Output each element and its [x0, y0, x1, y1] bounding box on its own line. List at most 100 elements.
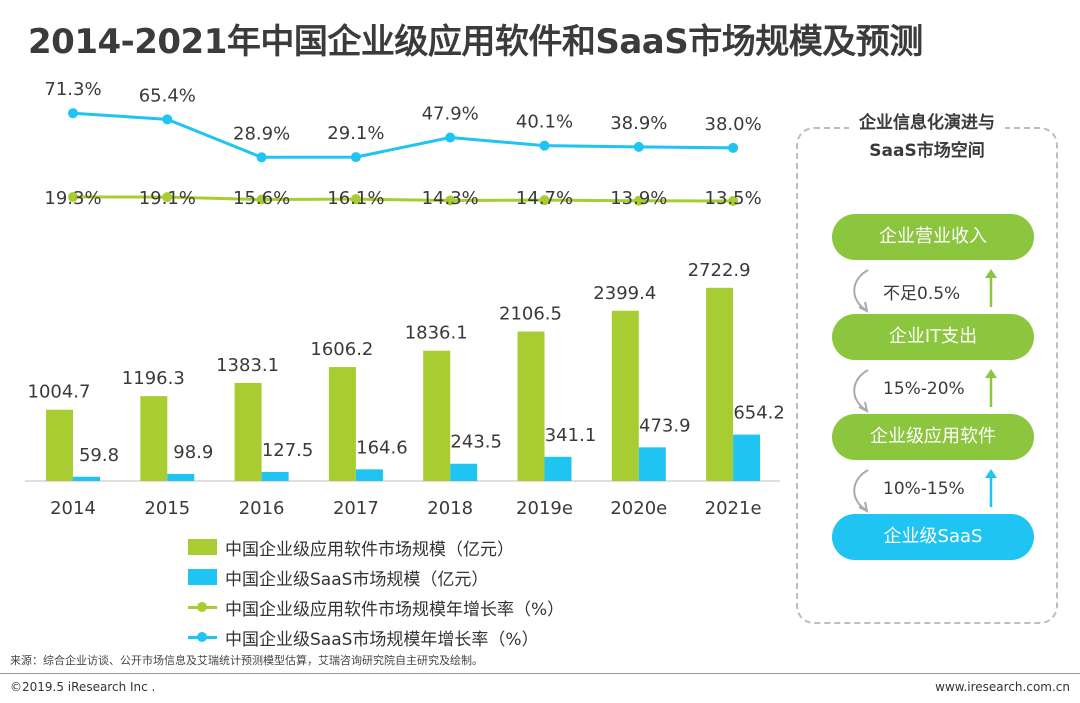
point-label-saas-growth: 38.0% — [705, 114, 762, 135]
bar-saas-market — [638, 447, 666, 481]
point-software-growth — [539, 195, 550, 206]
side-panel: 企业信息化演进与 SaaS市场空间 企业营业收入 不足0.5% 企业IT支出 1… — [796, 109, 1058, 624]
legend-swatch-blue — [188, 569, 217, 585]
legend-swatch-line-blue — [188, 629, 217, 645]
bar-software-market — [611, 310, 639, 481]
bar-label-saas-market: 98.9 — [173, 442, 213, 463]
point-label-saas-growth: 65.4% — [139, 85, 196, 106]
point-saas-growth — [162, 114, 173, 125]
point-software-growth — [728, 196, 739, 206]
point-software-growth — [633, 195, 644, 206]
ratio-it-to-revenue: 不足0.5% — [883, 284, 961, 304]
copyright: ©2019.5 iResearch Inc . — [10, 680, 156, 694]
legend-item-saas-market: 中国企业级SaaS市场规模（亿元） — [188, 562, 564, 592]
bar-label-saas-market: 243.5 — [450, 432, 502, 453]
point-software-growth — [256, 194, 267, 205]
up-arrow-icon — [985, 269, 997, 307]
legend-label: 中国企业级应用软件市场规模（亿元） — [225, 539, 514, 560]
point-software-growth — [68, 191, 78, 202]
point-saas-growth — [445, 132, 456, 143]
point-label-saas-growth: 71.3% — [44, 79, 101, 100]
point-label-software-growth: 16.1% — [327, 188, 384, 209]
curved-down-arrow-icon — [853, 469, 869, 513]
bar-label-software-market: 2722.9 — [688, 260, 751, 281]
point-label-saas-growth: 28.9% — [233, 123, 290, 144]
point-label-saas-growth: 38.9% — [610, 113, 667, 134]
bar-label-saas-market: 654.2 — [733, 403, 785, 424]
bar-software-market — [517, 331, 545, 481]
bar-software-market — [234, 382, 262, 481]
side-panel-title-line2: SaaS市场空间 — [859, 137, 995, 165]
point-label-saas-growth: 29.1% — [327, 123, 384, 144]
bar-label-software-market: 2399.4 — [593, 283, 656, 304]
line-saas-growth — [72, 111, 734, 159]
x-tick-label: 2019e — [516, 498, 573, 519]
x-tick-label: 2020e — [610, 498, 667, 519]
bar-saas-market — [355, 469, 383, 481]
point-software-growth — [162, 192, 173, 203]
level-enterprise-software: 企业级应用软件 — [832, 414, 1034, 460]
bar-saas-market — [261, 471, 289, 481]
bar-saas-market — [450, 463, 478, 481]
bar-label-saas-market: 473.9 — [639, 415, 691, 436]
bar-software-market — [46, 409, 73, 481]
point-saas-growth — [256, 152, 267, 163]
ratio-saas-to-software: 10%-15% — [883, 479, 965, 499]
bar-software-market — [328, 367, 356, 481]
bar-label-software-market: 1606.2 — [310, 339, 373, 360]
bar-label-saas-market: 59.8 — [79, 445, 119, 466]
point-saas-growth — [539, 140, 550, 151]
curved-down-arrow-icon — [853, 269, 869, 313]
point-label-software-growth: 19.1% — [139, 188, 196, 209]
bar-label-saas-market: 164.6 — [356, 437, 408, 458]
point-label-software-growth: 14.3% — [422, 188, 479, 209]
bar-saas-market — [544, 456, 572, 481]
chart-area: 1004.7 59.8 2014 1196.3 98.9 2015 1383.1 127.5 2… — [25, 79, 785, 519]
x-tick-label: 2015 — [144, 498, 190, 519]
point-label-saas-growth: 40.1% — [516, 112, 573, 133]
bar-label-software-market: 1004.7 — [28, 382, 91, 403]
x-tick-label: 2017 — [333, 498, 379, 519]
point-saas-growth — [633, 141, 644, 152]
point-label-software-growth: 19.3% — [44, 188, 101, 209]
bar-software-market — [706, 287, 734, 481]
legend-label: 中国企业级SaaS市场规模（亿元） — [225, 569, 489, 590]
curved-down-arrow-icon — [853, 369, 869, 413]
point-saas-growth — [728, 142, 739, 153]
legend-label: 中国企业级SaaS市场规模年增长率（%） — [225, 629, 539, 650]
legend-swatch-line-green — [188, 599, 217, 615]
point-saas-growth — [68, 108, 78, 119]
legend-label: 中国企业级应用软件市场规模年增长率（%） — [225, 599, 565, 620]
bar-saas-market — [73, 476, 100, 481]
up-arrow-icon — [985, 369, 997, 407]
point-software-growth — [350, 194, 361, 205]
level-revenue: 企业营业收入 — [832, 214, 1034, 260]
bar-software-market — [423, 350, 451, 481]
line-software-growth — [72, 195, 734, 203]
website-url: www.iresearch.com.cn — [935, 680, 1070, 694]
point-saas-growth — [350, 152, 361, 163]
bar-label-software-market: 1196.3 — [122, 368, 185, 389]
bar-saas-market — [733, 434, 761, 481]
level-enterprise-saas: 企业级SaaS — [832, 514, 1034, 560]
bar-label-saas-market: 341.1 — [545, 425, 597, 446]
x-tick-label: 2016 — [239, 498, 285, 519]
up-arrow-icon — [985, 469, 997, 507]
side-panel-title-line1: 企业信息化演进与 — [849, 109, 1005, 137]
point-software-growth — [445, 195, 456, 206]
legend-item-saas-growth: 中国企业级SaaS市场规模年增长率（%） — [188, 622, 564, 652]
bar-label-software-market: 2106.5 — [499, 304, 562, 325]
ratio-software-to-it: 15%-20% — [883, 379, 965, 399]
bar-software-market — [140, 396, 168, 481]
legend-item-software-growth: 中国企业级应用软件市场规模年增长率（%） — [188, 592, 564, 622]
x-tick-label: 2021e — [705, 498, 762, 519]
x-tick-label: 2018 — [427, 498, 473, 519]
bar-saas-market — [167, 473, 195, 481]
point-label-saas-growth: 47.9% — [422, 104, 479, 125]
legend-item-software-market: 中国企业级应用软件市场规模（亿元） — [188, 532, 564, 562]
side-panel-title: 企业信息化演进与 SaaS市场空间 — [798, 109, 1056, 165]
legend-swatch-green — [188, 539, 217, 555]
x-tick-label: 2014 — [50, 498, 96, 519]
point-label-software-growth: 13.5% — [705, 188, 762, 209]
page-title: 2014-2021年中国企业级应用软件和SaaS市场规模及预测 — [28, 22, 923, 62]
